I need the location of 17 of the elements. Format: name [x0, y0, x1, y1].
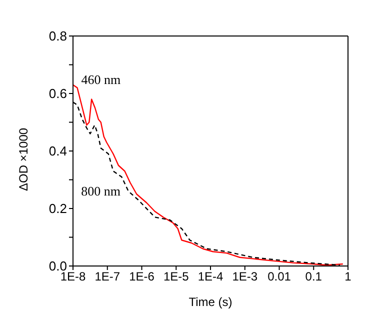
series-label: 460 nm [81, 72, 121, 87]
x-axis-title: Time (s) [188, 295, 232, 309]
x-tick-label: 1E-4 [198, 270, 224, 284]
x-tick-label: 1E-6 [129, 270, 155, 284]
y-tick-label: 0.6 [48, 86, 67, 102]
x-tick-label: 0.01 [268, 270, 292, 284]
x-tick-label: 1E-7 [94, 270, 120, 284]
x-tick-label: 1E-8 [60, 270, 86, 284]
y-tick-label: 0.2 [48, 201, 67, 216]
y-axis-title: ΔOD ×1000 [16, 128, 30, 191]
x-tick-label: 1E-5 [163, 270, 190, 284]
x-tick-label: 0.1 [305, 270, 322, 284]
x-tick-label: 1 [344, 270, 352, 284]
y-tick-label: 0.8 [48, 28, 67, 44]
y-tick-label: 0.4 [48, 144, 67, 159]
series-label: 800 nm [81, 183, 120, 198]
x-tick-label: 1E-3 [232, 270, 258, 284]
